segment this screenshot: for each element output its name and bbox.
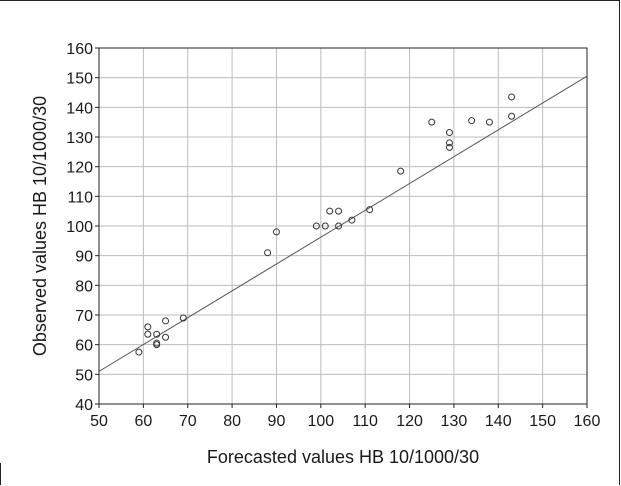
x-tick-labels: 50 60 70 80 90 100 110 120 130 140 150 160 (90, 404, 600, 430)
data-point (321, 222, 329, 230)
data-point (428, 118, 436, 126)
data-point (445, 139, 453, 147)
data-point (445, 143, 453, 151)
data-point (153, 330, 161, 338)
y-tick-label-110: 110 (67, 189, 93, 206)
data-point (153, 339, 161, 347)
y-tick-label-70: 70 (75, 308, 93, 325)
x-tick-label-160: 160 (574, 413, 601, 430)
y-tick-label-50: 50 (75, 367, 93, 384)
frame-left-stub (0, 463, 1, 485)
x-tick-label-100: 100 (307, 413, 334, 430)
x-tick-label-130: 130 (441, 413, 468, 430)
data-point (508, 93, 516, 101)
x-axis-label: Forecasted values HB 10/1000/30 (207, 447, 479, 467)
data-point (144, 323, 152, 331)
data-point (179, 314, 187, 322)
data-point (468, 117, 476, 125)
data-point (445, 129, 453, 137)
data-point (366, 206, 374, 214)
data-point (272, 228, 280, 236)
y-axis-label: Observed values HB 10/1000/30 (30, 96, 50, 356)
y-tick-label-60: 60 (75, 338, 93, 355)
data-point (162, 317, 170, 325)
y-tick-label-90: 90 (75, 249, 93, 266)
data-point (162, 333, 170, 341)
data-point (397, 167, 405, 175)
y-tick-label-40: 40 (75, 397, 93, 414)
y-tick-label-120: 120 (66, 160, 93, 177)
y-tick-label-140: 140 (66, 100, 93, 117)
data-points (135, 93, 516, 356)
data-point (326, 207, 334, 215)
y-tick-label-80: 80 (75, 278, 93, 295)
grid (99, 48, 587, 404)
x-tick-label-50: 50 (90, 413, 108, 430)
x-tick-label-120: 120 (396, 413, 423, 430)
x-tick-label-110: 110 (352, 413, 378, 430)
x-tick-label-140: 140 (485, 413, 512, 430)
y-tick-label-160: 160 (66, 41, 93, 58)
x-tick-label-150: 150 (529, 413, 556, 430)
y-tick-label-150: 150 (66, 71, 93, 88)
data-point (335, 207, 343, 215)
x-tick-label-70: 70 (179, 413, 197, 430)
data-point (144, 330, 152, 338)
x-tick-label-80: 80 (223, 413, 241, 430)
y-tick-labels: 40 50 60 70 80 90 100 110 120 130 140 150 160 (66, 41, 99, 414)
x-tick-label-60: 60 (134, 413, 152, 430)
x-tick-label-90: 90 (268, 413, 286, 430)
y-tick-label-130: 130 (66, 130, 93, 147)
data-point (135, 348, 143, 356)
data-point (312, 222, 320, 230)
data-point (264, 249, 272, 257)
data-point (335, 222, 343, 230)
y-tick-label-100: 100 (66, 219, 93, 236)
data-point (485, 118, 493, 126)
data-point (348, 216, 356, 224)
reference-line (98, 75, 588, 372)
data-point (508, 112, 516, 120)
